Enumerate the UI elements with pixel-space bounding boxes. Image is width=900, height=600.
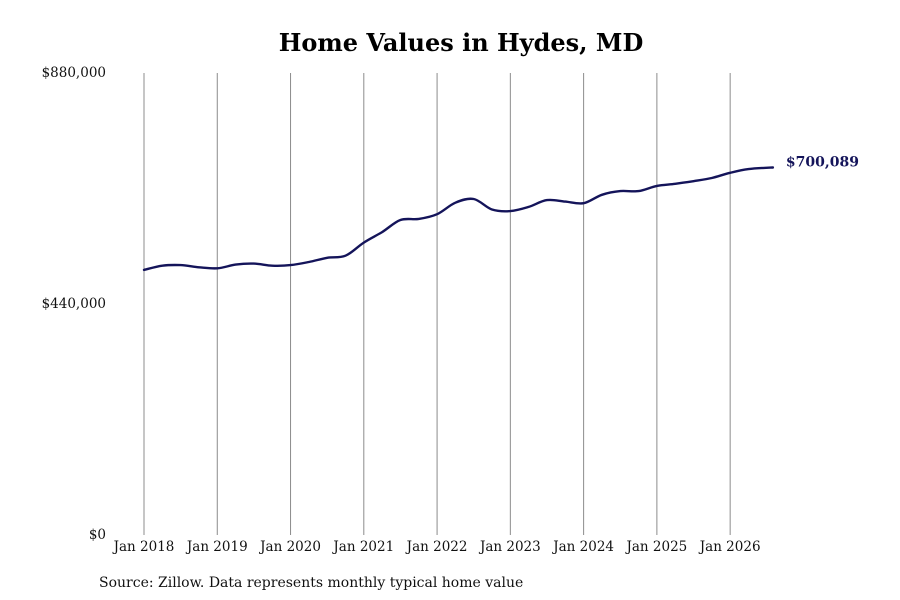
source-note: Source: Zillow. Data represents monthly … (99, 575, 523, 591)
x-tick-label: Jan 2025 (624, 539, 687, 555)
x-axis: Jan 2018 Jan 2019 Jan 2020 Jan 2021 Jan 2022… (112, 539, 761, 555)
y-tick-label: $440,000 (42, 296, 106, 312)
x-tick-label: Jan 2020 (258, 539, 321, 555)
x-tick-label: Jan 2018 (112, 539, 175, 555)
x-tick-label: Jan 2024 (551, 539, 614, 555)
x-tick-label: Jan 2023 (478, 539, 541, 555)
y-tick-label: $0 (89, 527, 106, 543)
y-axis: $0 $440,000 $880,000 (42, 65, 106, 543)
series-line (142, 166, 775, 272)
end-value-label: $700,089 (786, 154, 859, 170)
x-tick-label: Jan 2021 (331, 539, 394, 555)
x-tick-label: Jan 2022 (405, 539, 468, 555)
x-tick-label: Jan 2026 (698, 539, 761, 555)
grid-lines (143, 73, 731, 535)
x-tick-label: Jan 2019 (185, 539, 248, 555)
y-tick-label: $880,000 (42, 65, 106, 81)
chart-title: Home Values in Hydes, MD (279, 28, 644, 57)
